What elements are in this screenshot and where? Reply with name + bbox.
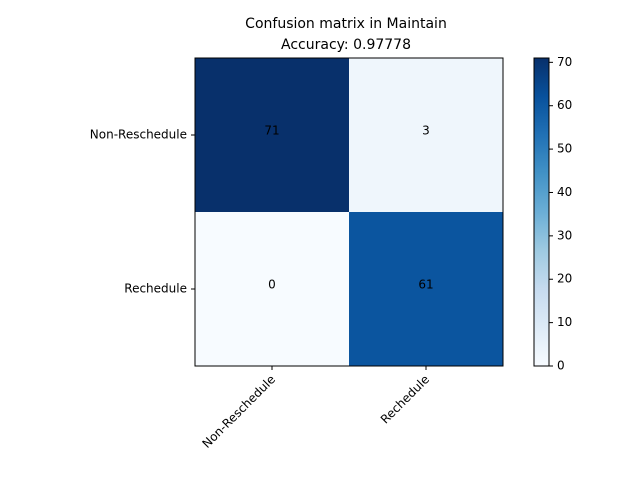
chart-title: Confusion matrix in Maintain xyxy=(245,16,447,32)
colorbar-tick-label: 50 xyxy=(557,142,572,156)
cell-value-label: 3 xyxy=(422,124,430,138)
x-axis: Non-Reschedule Rechedule xyxy=(199,366,432,451)
cell-value-label: 71 xyxy=(264,124,279,138)
y-axis: Non-Reschedule Rechedule xyxy=(90,128,195,296)
matrix-cell xyxy=(195,212,349,366)
matrix-cell xyxy=(349,212,503,366)
matrix-cell xyxy=(349,58,503,212)
matrix-cells xyxy=(195,58,503,366)
colorbar xyxy=(533,57,550,367)
matrix-cell xyxy=(195,58,349,212)
colorbar-tick-label: 40 xyxy=(557,185,572,199)
matrix-cell-labels: 71 3 0 61 xyxy=(264,124,433,292)
y-tick-label: Rechedule xyxy=(124,282,187,296)
x-tick-label: Non-Reschedule xyxy=(199,372,278,451)
y-tick-label: Non-Reschedule xyxy=(90,128,187,142)
cell-value-label: 61 xyxy=(418,278,433,292)
cell-value-label: 0 xyxy=(268,278,276,292)
colorbar-tick-label: 70 xyxy=(557,55,572,69)
colorbar-ticks: 0 10 20 30 40 50 60 70 xyxy=(549,55,572,373)
colorbar-tick-label: 10 xyxy=(557,315,572,329)
x-tick-label: Rechedule xyxy=(378,372,432,426)
colorbar-tick-label: 0 xyxy=(557,359,565,373)
colorbar-tick-label: 30 xyxy=(557,228,572,242)
colorbar-tick-label: 60 xyxy=(557,98,572,112)
colorbar-tick-label: 20 xyxy=(557,272,572,286)
chart-subtitle: Accuracy: 0.97778 xyxy=(281,37,411,53)
plot-frame xyxy=(194,57,504,367)
